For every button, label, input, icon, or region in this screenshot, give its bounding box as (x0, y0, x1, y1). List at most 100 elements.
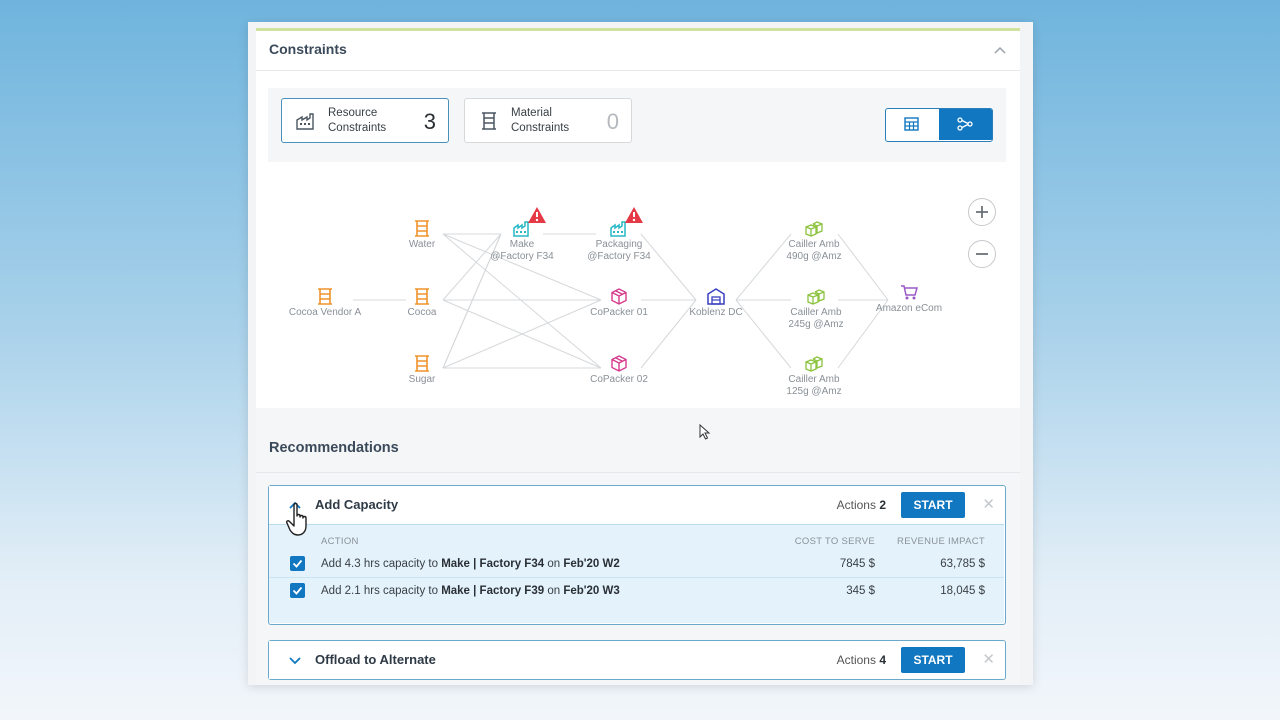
resource-constraints-count: 3 (423, 109, 436, 134)
factory-icon (296, 113, 314, 130)
revenue-impact-value: 18,045 $ (940, 585, 985, 597)
recommendation-group-name: Add Capacity (315, 497, 399, 512)
material-icon (415, 220, 429, 237)
node-packaging-line1: Packaging (595, 239, 643, 250)
recommendation-group-offload-to-alternate: Offload to Alternate Actions 4 START ✕ (268, 640, 1006, 680)
constraints-toolbar: Resource Constraints 3 Material Constrai… (268, 88, 1006, 162)
action-on: on (544, 585, 564, 597)
node-cailler-125-label: Cailler Amb 125g @Amz (759, 374, 869, 398)
resource-label-line2: Constraints (328, 122, 387, 134)
start-button[interactable]: START (901, 647, 965, 673)
node-amazon-label: Amazon eCom (875, 303, 943, 314)
actions-count-value: 4 (879, 653, 886, 667)
plus-icon (976, 206, 988, 218)
cost-to-serve-value: 7845 $ (839, 558, 875, 570)
node-sugar-label: Sugar (408, 374, 436, 385)
view-toggle (885, 108, 993, 142)
material-constraints-label: Material Constraints (511, 106, 591, 136)
constraints-panel: Constraints Resource Constraints 3 (248, 22, 1033, 685)
resource-constraints-label: Resource Constraints (328, 106, 408, 136)
node-cailler-245-label: Cailler Amb 245g @Amz (761, 307, 871, 331)
box-icon (611, 288, 627, 305)
row-checkbox[interactable] (290, 556, 305, 571)
zoom-in-button[interactable] (968, 198, 996, 226)
recommendation-group-add-capacity: Add Capacity Actions 2 START ✕ ACTION CO… (268, 485, 1006, 625)
node-packaging-factory-f34[interactable]: Packaging @Factory F34 (564, 220, 674, 263)
recommendation-group-header[interactable]: Offload to Alternate Actions 4 START ✕ (269, 641, 1004, 679)
node-copacker-01-label: CoPacker 01 (590, 307, 648, 318)
node-cocoa-vendor-a[interactable]: Cocoa Vendor A (270, 288, 380, 319)
column-header-action: ACTION (321, 536, 359, 547)
warehouse-icon (707, 288, 725, 305)
supply-network-graph: Water Cocoa Sugar Cocoa Vendor A (256, 168, 1020, 408)
material-icon (318, 288, 332, 305)
node-water[interactable]: Water (367, 220, 477, 251)
table-view-button[interactable] (886, 109, 939, 140)
recommendations-divider (256, 472, 1020, 473)
network-edges (353, 233, 889, 369)
column-header-cost: COST TO SERVE (794, 536, 875, 547)
cost-to-serve-value: 345 $ (846, 585, 875, 597)
panel-accent-bar (256, 28, 1020, 31)
node-cailler-125-line2: 125g @Amz (786, 386, 842, 397)
node-cailler-490g[interactable]: Cailler Amb 490g @Amz (759, 220, 869, 263)
box-icon (611, 355, 627, 372)
column-header-revenue: REVENUE IMPACT (897, 536, 985, 547)
boxes-icon (807, 289, 825, 305)
resource-constraints-card[interactable]: Resource Constraints 3 (281, 98, 449, 143)
cart-icon (901, 285, 918, 300)
checkmark-icon (292, 559, 303, 568)
actions-count-label: Actions (836, 498, 876, 512)
node-koblenz-label: Koblenz DC (689, 307, 743, 318)
recommendations-section: Recommendations Add Capacity Actions 2 S… (256, 408, 1020, 685)
action-text: Add 2.1 hrs capacity to Make | Factory F… (321, 585, 620, 597)
graph-view-button[interactable] (939, 109, 992, 140)
chevron-down-icon[interactable] (287, 653, 303, 667)
node-cailler-125-line1: Cailler Amb (788, 374, 840, 385)
zoom-out-button[interactable] (968, 240, 996, 268)
node-cailler-490-label: Cailler Amb 490g @Amz (759, 239, 869, 263)
start-button[interactable]: START (901, 492, 965, 518)
table-view-icon (904, 117, 919, 131)
node-cocoa-label: Cocoa (407, 307, 437, 318)
recommendation-group-header[interactable]: Add Capacity Actions 2 START ✕ (269, 486, 1004, 524)
panel-inner: Constraints Resource Constraints 3 (256, 28, 1020, 685)
node-cailler-125g[interactable]: Cailler Amb 125g @Amz (759, 355, 869, 398)
row-checkbox[interactable] (290, 583, 305, 598)
close-icon[interactable]: ✕ (982, 496, 995, 513)
hand-pointer-cursor-icon (286, 502, 307, 536)
node-cailler-245-line2: 245g @Amz (788, 319, 844, 330)
warning-icon[interactable] (527, 206, 547, 224)
node-make-line2: @Factory F34 (490, 251, 554, 262)
material-icon (482, 112, 496, 130)
warning-icon[interactable] (624, 206, 644, 224)
minus-icon (976, 253, 988, 255)
node-packaging-line2: @Factory F34 (587, 251, 651, 262)
actions-count-value: 2 (879, 498, 886, 512)
node-cocoa[interactable]: Cocoa (367, 288, 477, 319)
material-icon (415, 355, 429, 372)
action-week: Feb'20 W3 (563, 585, 620, 597)
node-make-factory-f34[interactable]: Make @Factory F34 (467, 220, 577, 263)
node-copacker-02[interactable]: CoPacker 02 (564, 355, 674, 386)
checkmark-icon (292, 586, 303, 595)
node-cailler-245g[interactable]: Cailler Amb 245g @Amz (761, 288, 871, 331)
node-koblenz-dc[interactable]: Koblenz DC (661, 288, 771, 319)
table-row: Add 4.3 hrs capacity to Make | Factory F… (269, 551, 1004, 578)
action-prefix: Add 2.1 hrs capacity to (321, 585, 442, 597)
node-copacker-01[interactable]: CoPacker 01 (564, 288, 674, 319)
node-amazon-ecom[interactable]: Amazon eCom (854, 284, 964, 315)
node-cailler-490-line2: 490g @Amz (786, 251, 842, 262)
material-constraints-count: 0 (606, 109, 619, 134)
actions-count: Actions 4 (837, 653, 886, 667)
resource-label-line1: Resource (328, 107, 378, 119)
chevron-up-icon[interactable] (992, 42, 1008, 58)
recommendations-title: Recommendations (269, 440, 399, 456)
node-sugar[interactable]: Sugar (367, 355, 477, 386)
constraints-header[interactable]: Constraints (256, 31, 1020, 71)
material-constraints-card[interactable]: Material Constraints 0 (464, 98, 632, 143)
table-row: Add 2.1 hrs capacity to Make | Factory F… (269, 578, 1004, 605)
boxes-icon (805, 356, 823, 372)
node-packaging-label: Packaging @Factory F34 (564, 239, 674, 263)
close-icon[interactable]: ✕ (982, 651, 995, 668)
